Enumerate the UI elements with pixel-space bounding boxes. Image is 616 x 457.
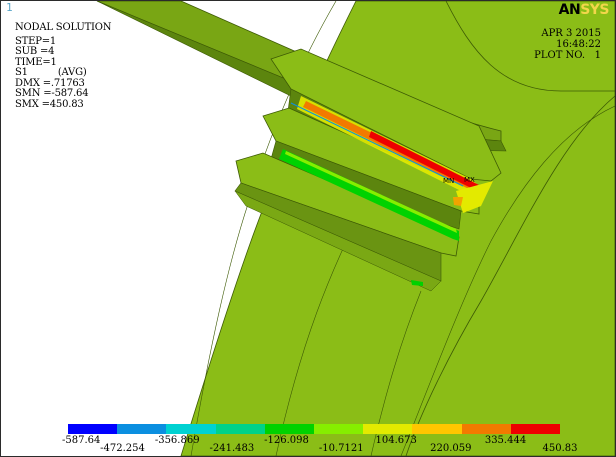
date-panel: APR 3 2015 16:48:22 PLOT NO. 1: [534, 28, 601, 61]
legend-label-2: -472.254: [100, 443, 145, 454]
info-sub: SUB =4: [15, 46, 55, 57]
legend-label-10: 450.83: [542, 443, 578, 454]
legend-swatch-5: [264, 424, 315, 434]
info-time: TIME=1: [15, 56, 57, 68]
window-number: 1: [6, 1, 13, 14]
logo-sys: SYS: [580, 2, 609, 18]
info-smx: SMX =450.83: [15, 98, 84, 110]
legend-swatch-7: [363, 424, 413, 434]
legend-label-7: 104.673: [375, 435, 417, 446]
legend-label-8: 220.059: [430, 443, 472, 454]
stress-spot-green: [411, 280, 423, 286]
plot-number: PLOT NO. 1: [534, 50, 601, 61]
stress-spot-orange: [453, 197, 463, 206]
stress-spot-yellow: [456, 181, 493, 213]
legend-label-1: -587.64: [62, 435, 101, 446]
legend-label-9: 335.444: [484, 435, 527, 446]
stress-band-red: [369, 131, 485, 193]
info-result: S1: [15, 67, 28, 78]
ring-edge-outer: [445, 1, 615, 92]
legend-label-3: -356.869: [154, 435, 200, 446]
info-dmx: DMX =.71763: [15, 77, 85, 89]
plot-date: APR 3 2015: [541, 28, 601, 39]
ansys-logo: ANSYS: [558, 2, 610, 18]
legend-label-4: -241.483: [209, 443, 255, 454]
info-result-row: S1 (AVG): [15, 67, 111, 79]
legend-swatch-6: [314, 424, 364, 434]
plot-time: 16:48:22: [556, 39, 601, 50]
solution-info-panel: NODAL SOLUTION STEP=1 SUB =4 TIME=1 S1 (A…: [15, 22, 112, 110]
legend-label-6: -10.7121: [318, 443, 364, 454]
legend-swatch-3: [166, 424, 216, 434]
ring-edge-2: [400, 105, 615, 456]
info-smn: SMN =-587.64: [15, 88, 89, 99]
legend-swatch-4: [215, 424, 265, 434]
stress-band-green: [279, 149, 459, 241]
max-marker: MX: [464, 176, 475, 184]
lower-chamfer: [234, 190, 442, 292]
legend-swatch-8: [412, 424, 462, 434]
stress-line-blue: [290, 102, 464, 187]
legend-swatch-10: [510, 424, 561, 434]
logo-an: AN: [558, 2, 581, 18]
contour-legend-bar: [68, 424, 561, 434]
info-avg: (AVG): [57, 67, 87, 78]
legend-swatch-1: [68, 424, 118, 434]
ring-edge-inner: [405, 95, 615, 456]
info-title: NODAL SOLUTION: [15, 22, 112, 33]
legend-swatch-9: [461, 424, 511, 434]
min-marker: MN: [443, 177, 454, 185]
stress-band-green-light: [285, 151, 457, 233]
legend-label-5: -126.098: [264, 435, 309, 446]
legend-swatch-2: [117, 424, 167, 434]
info-step: STEP=1: [15, 35, 57, 47]
